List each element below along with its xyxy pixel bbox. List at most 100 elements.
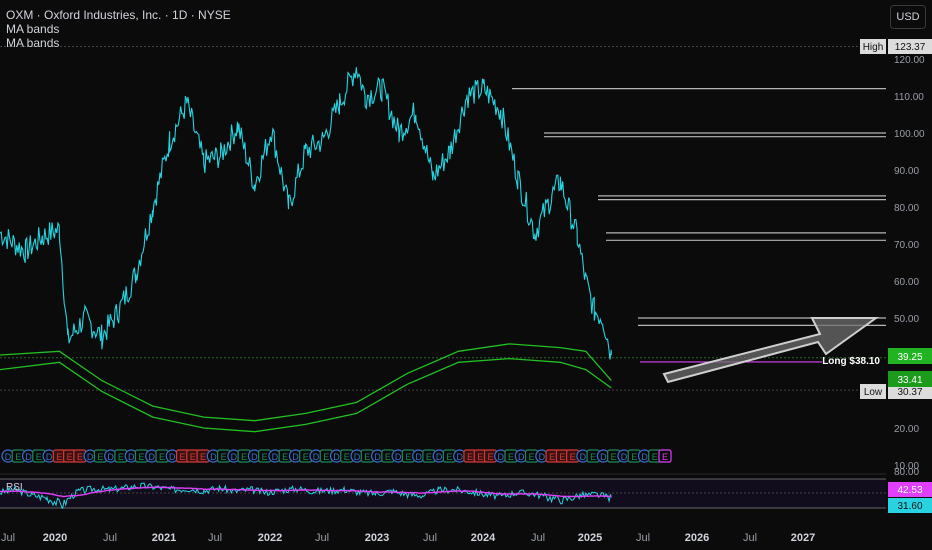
svg-text:D: D [518,452,525,462]
x-tick-label: Jul [636,532,650,544]
svg-text:E: E [97,452,103,462]
svg-text:E: E [77,452,83,462]
dividend-marker[interactable]: D [432,449,446,463]
svg-text:D: D [210,452,217,462]
trend-arrow-drawing[interactable] [662,317,880,384]
long-position-label: Long $38.10 [822,356,880,367]
indicator-ma-bands-1[interactable]: MA bands [6,22,60,36]
y-tick-label: 60.00 [894,277,919,288]
ma-band-upper-line [0,343,612,422]
x-tick-label: Jul [743,532,757,544]
earnings-marker[interactable]: E [340,449,354,463]
svg-text:E: E [426,452,432,462]
svg-text:E: E [138,452,144,462]
rsi-ma-line [0,486,612,498]
svg-text:D: D [333,452,340,462]
rsi-background-band [0,479,886,508]
svg-text:123.37: 123.37 [895,42,926,53]
svg-text:31.60: 31.60 [897,501,922,512]
svg-text:E: E [241,452,247,462]
svg-text:E: E [180,452,186,462]
svg-text:E: E [190,452,196,462]
svg-text:D: D [148,452,155,462]
svg-text:Low: Low [864,387,883,398]
symbol-title[interactable]: OXM · Oxford Industries, Inc. · 1D · NYS… [6,8,231,22]
earnings-marker[interactable]: E [524,449,539,463]
svg-text:E: E [559,452,565,462]
earnings-marker[interactable]: E [93,449,107,463]
dividend-marker[interactable]: D [1,449,15,463]
rsi-y-tick-label: 80.00 [894,467,919,478]
svg-text:D: D [272,452,279,462]
dividend-marker[interactable]: D [268,449,282,463]
svg-text:E: E [36,452,42,462]
svg-text:30.37: 30.37 [897,387,922,398]
svg-text:D: D [539,452,546,462]
x-tick-label: Jul [423,532,437,544]
y-tick-label: 100.00 [894,129,925,140]
dividend-marker[interactable]: D [596,449,611,463]
svg-text:E: E [344,452,350,462]
indicator-ma-bands-2[interactable]: MA bands [6,36,60,50]
svg-text:E: E [159,452,165,462]
rsi-value-badge: 42.53 [888,482,932,497]
svg-text:E: E [221,452,227,462]
x-tick-label: 2025 [578,532,602,544]
svg-text:E: E [200,452,206,462]
x-tick-label: 2021 [152,532,176,544]
svg-text:E: E [477,452,483,462]
svg-text:D: D [251,452,258,462]
svg-text:E: E [364,452,370,462]
y-tick-label: 110.00 [894,92,924,103]
svg-text:D: D [415,452,422,462]
svg-text:E: E [662,452,668,462]
svg-text:E: E [303,452,309,462]
low-label: Low 30.37 [860,384,932,399]
svg-text:E: E [529,452,535,462]
svg-text:High: High [863,42,884,53]
svg-text:E: E [262,452,268,462]
svg-text:E: E [323,452,329,462]
currency-button[interactable]: USD [890,5,926,29]
x-tick-label: 2026 [685,532,709,544]
x-tick-label: Jul [208,532,222,544]
svg-text:D: D [107,452,114,462]
y-tick-label: 10.00 [894,461,919,472]
dividend-marker[interactable]: D [165,449,179,463]
svg-text:42.53: 42.53 [897,485,922,496]
y-tick-label: 20.00 [894,424,919,435]
svg-text:E: E [118,452,124,462]
svg-text:D: D [641,452,648,462]
svg-text:D: D [25,452,32,462]
earnings-marker[interactable]: E [545,449,559,463]
time-axis[interactable]: Jul 2020 Jul 2021 Jul 2022 Jul 2023 Jul 2024 Jul 20… [1,532,815,544]
x-tick-label: 2027 [791,532,815,544]
svg-text:E: E [405,452,411,462]
svg-text:E: E [282,452,288,462]
svg-text:D: D [621,452,628,462]
earnings-marker[interactable]: E [607,449,621,463]
earnings-marker[interactable]: E [73,449,87,463]
svg-text:D: D [292,452,299,462]
svg-text:E: E [67,452,73,462]
svg-text:D: D [87,452,94,462]
x-tick-label: Jul [531,532,545,544]
svg-text:E: E [549,452,555,462]
y-tick-label: 70.00 [894,240,919,251]
svg-text:E: E [570,452,576,462]
svg-text:E: E [385,452,391,462]
high-label: High 123.37 [860,39,932,54]
svg-text:E: E [15,452,21,462]
dividend-marker[interactable]: D [247,449,261,463]
earnings-marker[interactable]: E [658,449,672,463]
svg-text:E: E [631,452,637,462]
svg-text:D: D [436,452,443,462]
svg-text:D: D [46,452,53,462]
svg-text:E: E [56,452,62,462]
y-tick-label: 50.00 [894,314,919,325]
svg-text:E: E [590,452,596,462]
ma-value-badge: 33.41 [888,371,932,387]
earnings-marker[interactable]: E [237,449,251,463]
